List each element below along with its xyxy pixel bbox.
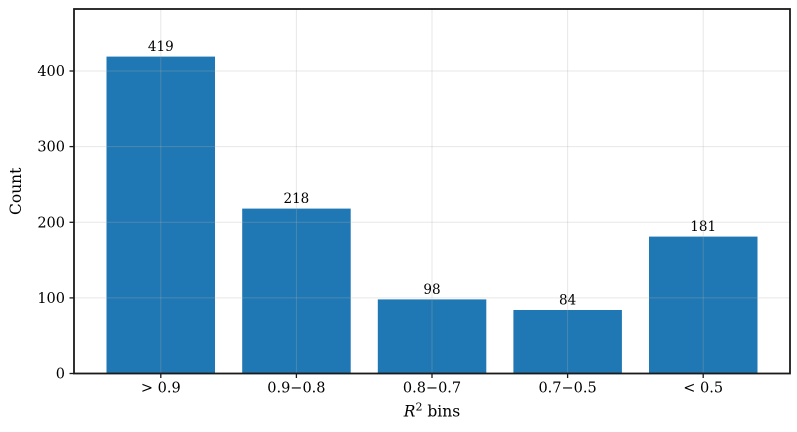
y-tick-label: 400 [37,64,65,80]
bar-value-label: 181 [690,219,716,235]
bar-value-label: 218 [284,191,310,207]
x-tick-label: < 0.5 [683,381,723,397]
x-tick-label: 0.7−0.5 [538,381,596,397]
y-axis-label: Count [7,167,25,215]
bar-2 [242,208,351,374]
y-tick-label: 100 [37,291,65,307]
bar-value-label: 84 [559,293,576,309]
bar-5 [649,236,758,374]
x-tick-label: > 0.9 [141,381,181,397]
y-tick-label: 0 [56,367,65,383]
bar-value-label: 98 [423,282,440,298]
x-tick-label: 0.9−0.8 [267,381,325,397]
bar-3 [377,299,487,374]
x-axis-label: R2 bins [403,401,460,421]
bar-1 [106,56,215,374]
x-tick-label: 0.8−0.7 [403,381,461,397]
bar-4 [513,310,622,374]
y-tick-label: 200 [37,215,65,231]
bar-value-label: 419 [148,39,174,55]
y-tick-label: 300 [37,140,65,156]
